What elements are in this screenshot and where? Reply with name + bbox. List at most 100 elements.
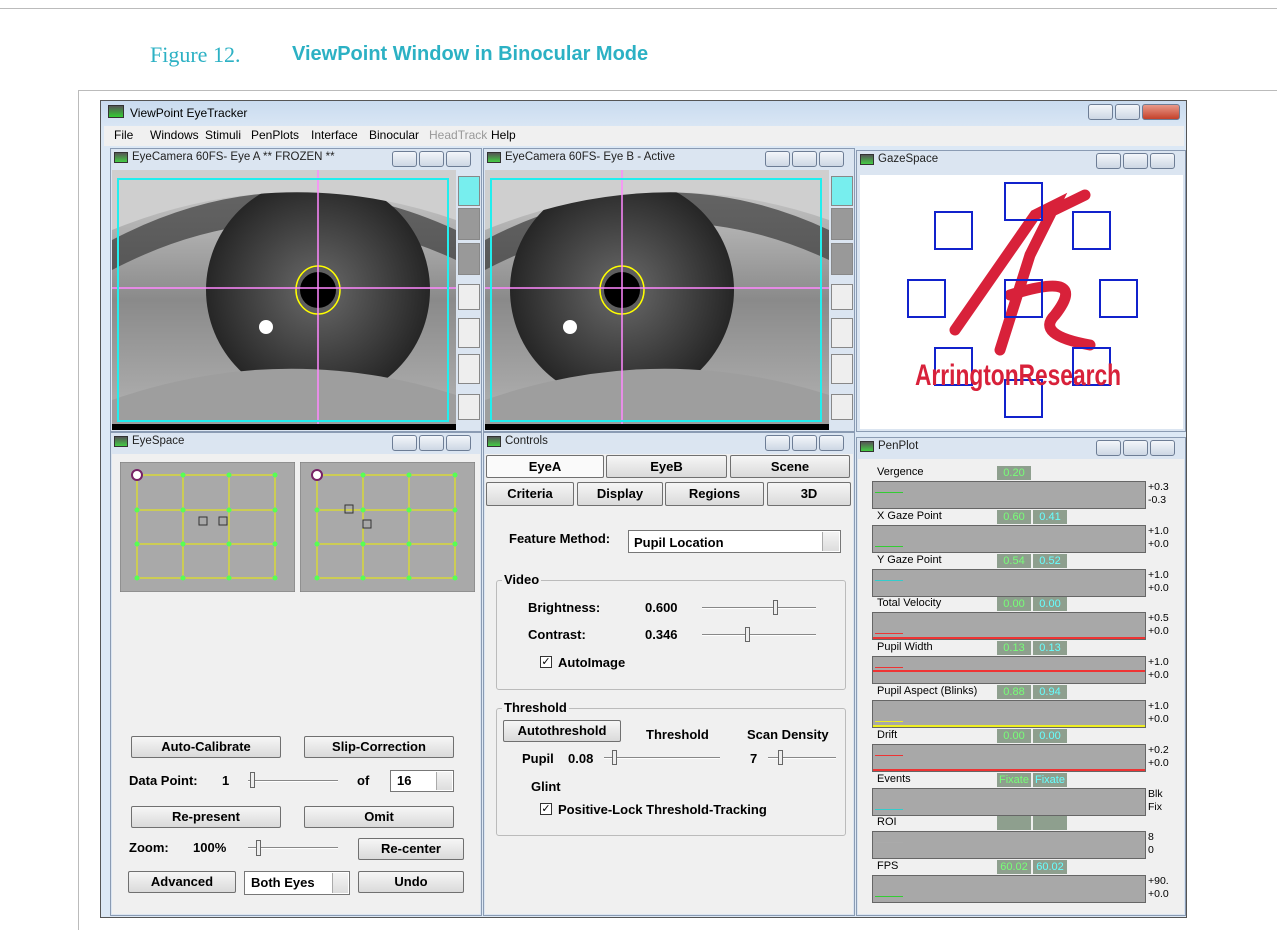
close-button[interactable] xyxy=(1150,153,1175,169)
grid-dot xyxy=(181,576,186,581)
minimize-button[interactable] xyxy=(765,151,790,167)
plot-value: 0.00 xyxy=(997,597,1031,611)
slider-thumb[interactable] xyxy=(256,840,261,856)
maximize-button[interactable] xyxy=(792,151,817,167)
plot-strip xyxy=(872,525,1146,553)
tab[interactable]: EyeB xyxy=(606,455,727,478)
grid-dot xyxy=(181,508,186,513)
tool-button[interactable] xyxy=(831,243,853,275)
minimize-button[interactable] xyxy=(765,435,790,451)
menu-item[interactable]: Binocular xyxy=(369,128,419,144)
trace-marker xyxy=(875,580,903,581)
close-button[interactable] xyxy=(819,435,844,451)
grid-dot xyxy=(453,542,458,547)
trace xyxy=(873,725,1145,727)
maximize-button[interactable] xyxy=(792,435,817,451)
button[interactable]: Undo xyxy=(358,871,464,893)
button[interactable]: Slip-Correction xyxy=(304,736,454,758)
button[interactable]: Advanced xyxy=(128,871,236,893)
close-button[interactable] xyxy=(819,151,844,167)
calibration-grid xyxy=(300,462,475,592)
tool-button[interactable] xyxy=(831,176,853,206)
window-title: EyeCamera 60FS- Eye B - Active xyxy=(505,151,675,165)
menu-item[interactable]: Windows xyxy=(150,128,199,144)
menu-item[interactable]: HeadTrack xyxy=(429,128,487,144)
close-button[interactable] xyxy=(1150,440,1175,456)
menu-item[interactable]: File xyxy=(114,128,133,144)
grid-dot xyxy=(407,542,412,547)
minimize-button[interactable] xyxy=(392,435,417,451)
slider-thumb[interactable] xyxy=(745,627,750,642)
slider xyxy=(248,780,338,782)
button[interactable]: Omit xyxy=(304,806,454,828)
close-button[interactable] xyxy=(446,151,471,167)
tab[interactable]: 3D xyxy=(767,482,851,506)
dropdown-arrow[interactable] xyxy=(332,873,348,893)
slider-thumb[interactable] xyxy=(250,772,255,788)
button[interactable]: Re-present xyxy=(131,806,281,828)
tab[interactable]: EyeA xyxy=(486,455,604,478)
tab[interactable]: Criteria xyxy=(486,482,574,506)
slider-thumb[interactable] xyxy=(612,750,617,765)
minimize-button[interactable] xyxy=(392,151,417,167)
dropdown-arrow[interactable] xyxy=(822,532,839,551)
grid-dot xyxy=(273,576,278,581)
close-button[interactable] xyxy=(1142,104,1180,120)
plot-value: 0.60 xyxy=(997,510,1031,524)
checkbox[interactable]: ✓ xyxy=(540,656,552,668)
maximize-button[interactable] xyxy=(419,151,444,167)
minimize-button[interactable] xyxy=(1096,440,1121,456)
figure-title: ViewPoint Window in Binocular Mode xyxy=(292,43,648,73)
tool-button[interactable] xyxy=(831,354,853,384)
plot-label: Events xyxy=(877,773,911,787)
tool-button[interactable] xyxy=(458,284,480,310)
menu-item[interactable]: PenPlots xyxy=(251,128,299,144)
trace-marker xyxy=(875,492,903,493)
grid-bg xyxy=(120,462,295,592)
bottom-strip xyxy=(485,424,829,430)
label: Data Point: xyxy=(129,773,198,789)
tool-button[interactable] xyxy=(458,208,480,240)
grid-dot xyxy=(453,576,458,581)
button[interactable]: Re-center xyxy=(358,838,464,860)
slider-thumb[interactable] xyxy=(778,750,783,765)
tab[interactable]: Regions xyxy=(665,482,764,506)
tool-button[interactable] xyxy=(458,354,480,384)
minimize-button[interactable] xyxy=(1088,104,1113,120)
menu-item[interactable]: Stimuli xyxy=(205,128,241,144)
maximize-button[interactable] xyxy=(1123,153,1148,169)
minimize-button[interactable] xyxy=(1096,153,1121,169)
grid-dot xyxy=(227,542,232,547)
button[interactable]: Autothreshold xyxy=(503,720,621,742)
menu-item[interactable]: Help xyxy=(491,128,516,144)
slider-thumb[interactable] xyxy=(773,600,778,615)
label: Contrast: xyxy=(528,627,586,643)
dropdown-arrow[interactable] xyxy=(436,772,452,790)
close-button[interactable] xyxy=(446,435,471,451)
tool-button[interactable] xyxy=(831,318,853,348)
maximize-button[interactable] xyxy=(1115,104,1140,120)
trace-marker xyxy=(875,546,903,547)
tab[interactable]: Scene xyxy=(730,455,850,478)
button[interactable]: Auto-Calibrate xyxy=(131,736,281,758)
tab[interactable]: Display xyxy=(577,482,663,506)
tool-button[interactable] xyxy=(458,243,480,275)
tool-button[interactable] xyxy=(831,284,853,310)
tool-button[interactable] xyxy=(458,394,480,420)
checkbox[interactable]: ✓ xyxy=(540,803,552,815)
window-icon xyxy=(114,436,128,447)
plot-label: Pupil Aspect (Blinks) xyxy=(877,685,977,699)
value: 0.346 xyxy=(645,627,678,643)
tool-button[interactable] xyxy=(831,208,853,240)
plot-value: 0.88 xyxy=(997,685,1031,699)
label: 100% xyxy=(193,840,226,856)
maximize-button[interactable] xyxy=(1123,440,1148,456)
tool-button[interactable] xyxy=(458,318,480,348)
tool-button[interactable] xyxy=(458,176,480,206)
scale-label: 8 xyxy=(1148,831,1154,843)
dropdown[interactable]: Pupil Location xyxy=(628,530,841,553)
maximize-button[interactable] xyxy=(419,435,444,451)
plot-strip xyxy=(872,700,1146,728)
tool-button[interactable] xyxy=(831,394,853,420)
menu-item[interactable]: Interface xyxy=(311,128,358,144)
